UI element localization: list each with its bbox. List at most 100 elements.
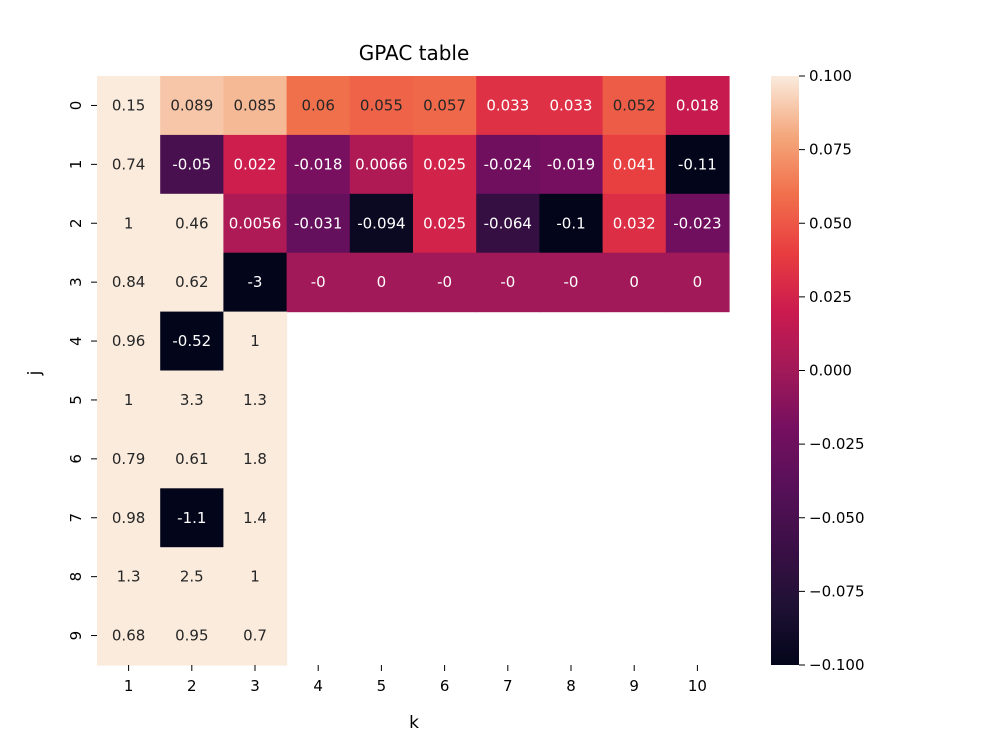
heatmap-cell-label: -0.024 xyxy=(484,155,532,173)
heatmap-cell xyxy=(476,252,540,313)
y-tick-label: 2 xyxy=(67,218,85,228)
heatmap-cell-label: 3.3 xyxy=(180,391,204,409)
heatmap-cell xyxy=(476,193,540,254)
y-tick-label: 3 xyxy=(67,277,85,287)
y-tick-label: 8 xyxy=(67,572,85,582)
heatmap-cell xyxy=(602,134,667,195)
y-tick-label: 6 xyxy=(67,454,85,464)
x-tick-label: 4 xyxy=(313,677,323,695)
heatmap-cell xyxy=(349,134,414,195)
heatmap-cell-label: -0.023 xyxy=(673,214,721,232)
heatmap-cell-label: 0.033 xyxy=(486,96,529,114)
colorbar-tick-label: −0.100 xyxy=(809,656,865,674)
heatmap-cell xyxy=(160,370,224,430)
x-tick-label: 1 xyxy=(124,677,134,695)
heatmap-cell-label: 0.025 xyxy=(423,155,466,173)
heatmap-cell xyxy=(160,311,224,372)
heatmap-cell-label: 0.46 xyxy=(175,214,208,232)
heatmap-cell-label: 0.68 xyxy=(112,627,145,645)
heatmap-cell-label: 1 xyxy=(250,568,260,586)
heatmap-cell-label: 0.06 xyxy=(301,96,334,114)
heatmap-cell xyxy=(476,76,540,136)
heatmap-cell-label: -0 xyxy=(437,273,452,291)
heatmap-cell xyxy=(349,252,414,313)
heatmap-cell-label: 0.79 xyxy=(112,450,145,468)
y-tick-label: 9 xyxy=(67,631,85,641)
heatmap-cell xyxy=(97,193,161,254)
heatmap-cell xyxy=(349,193,414,254)
heatmap-cell-label: -0.064 xyxy=(484,214,532,232)
heatmap-cell-label: -0.031 xyxy=(294,214,342,232)
heatmap-cell-label: 0.055 xyxy=(360,96,403,114)
heatmap-cell-label: 0.052 xyxy=(613,96,656,114)
heatmap-cell xyxy=(665,252,730,313)
x-tick-label: 6 xyxy=(440,677,450,695)
y-tick-label: 1 xyxy=(67,160,85,170)
y-tick-label: 4 xyxy=(67,336,85,346)
x-tick-label: 3 xyxy=(250,677,260,695)
heatmap-cell-label: -0 xyxy=(311,273,326,291)
heatmap-cell xyxy=(665,134,730,195)
heatmap-cell xyxy=(286,134,351,195)
heatmap-cell-label: 0 xyxy=(377,273,387,291)
heatmap-cell-label: 0.057 xyxy=(423,96,466,114)
heatmap-cell xyxy=(223,606,288,666)
heatmap-cell xyxy=(413,193,477,254)
heatmap-cell xyxy=(286,252,351,313)
x-tick-label: 5 xyxy=(377,677,387,695)
heatmap-cell xyxy=(160,193,224,254)
heatmap-cell xyxy=(160,134,224,195)
heatmap-cell xyxy=(602,76,667,136)
heatmap-cell-label: 1 xyxy=(124,391,134,409)
heatmap-cell-label: 1.3 xyxy=(117,568,141,586)
heatmap-cell xyxy=(223,252,288,313)
heatmap-cell xyxy=(223,193,288,254)
heatmap-cell xyxy=(160,252,224,313)
heatmap-cell-label: 2.5 xyxy=(180,568,204,586)
heatmap-cell-label: 0.62 xyxy=(175,273,208,291)
heatmap-cell xyxy=(223,311,288,372)
heatmap-cell-label: 0.7 xyxy=(243,627,267,645)
heatmap-cell xyxy=(97,547,161,607)
heatmap-cell-label: -0.11 xyxy=(678,155,717,173)
y-axis-label: j xyxy=(25,371,45,377)
heatmap-cell xyxy=(539,193,604,254)
heatmap-cell xyxy=(160,429,224,489)
heatmap-cell-label: 0.96 xyxy=(112,332,145,350)
colorbar-tick-label: 0.025 xyxy=(809,288,852,306)
heatmap-cell xyxy=(476,134,540,195)
x-tick-label: 8 xyxy=(566,677,576,695)
heatmap-cell-label: 0.98 xyxy=(112,509,145,527)
heatmap-cell-label: -0.1 xyxy=(556,214,585,232)
heatmap-cell-label: 0.089 xyxy=(170,96,213,114)
heatmap-cell-label: -0 xyxy=(500,273,515,291)
heatmap-cell xyxy=(286,76,351,136)
heatmap-cell xyxy=(223,488,288,548)
y-tick-label: 0 xyxy=(67,101,85,111)
heatmap-cell xyxy=(602,193,667,254)
heatmap-cell-label: 1.4 xyxy=(243,509,267,527)
heatmap-cell-label: 1.3 xyxy=(243,391,267,409)
heatmap-cell-label: 0 xyxy=(629,273,639,291)
heatmap-cell-label: 0.033 xyxy=(550,96,593,114)
heatmap-cell xyxy=(539,134,604,195)
heatmap-cells xyxy=(97,76,730,666)
heatmap-cell-label: 0.0056 xyxy=(229,214,282,232)
heatmap-cell-label: -1.1 xyxy=(177,509,206,527)
heatmap-cell xyxy=(97,429,161,489)
x-tick-label: 9 xyxy=(629,677,639,695)
heatmap-cell xyxy=(413,134,477,195)
heatmap-cell xyxy=(665,193,730,254)
x-tick-label: 2 xyxy=(187,677,197,695)
heatmap-cell-label: 0.74 xyxy=(112,155,145,173)
heatmap-cell xyxy=(223,370,288,430)
heatmap-cell-label: 0.95 xyxy=(175,627,208,645)
heatmap-cell xyxy=(97,134,161,195)
heatmap-cell xyxy=(97,76,161,136)
heatmap-cell xyxy=(97,488,161,548)
heatmap-cell xyxy=(223,134,288,195)
colorbar-tick-label: −0.075 xyxy=(809,582,865,600)
heatmap-cell-label: 0.15 xyxy=(112,96,145,114)
colorbar-tick-label: 0.000 xyxy=(809,362,852,380)
